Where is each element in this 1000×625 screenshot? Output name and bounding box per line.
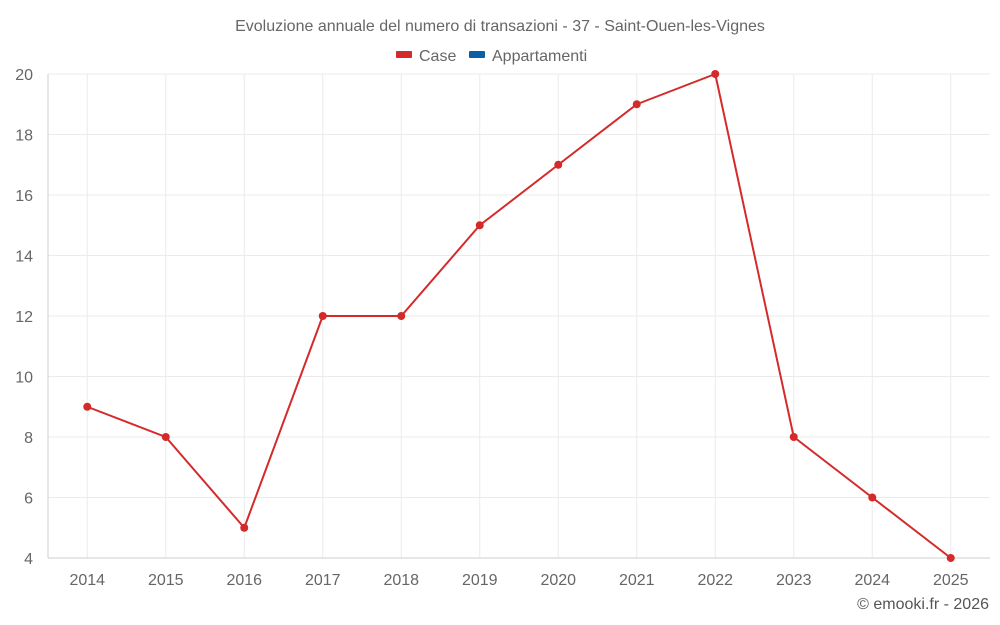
credit-text: © emooki.fr - 2026 bbox=[857, 596, 989, 613]
data-point-case-2019[interactable] bbox=[475, 221, 484, 230]
x-tick-label: 2021 bbox=[619, 572, 655, 589]
x-tick-label: 2018 bbox=[383, 572, 419, 589]
x-tick-label: 2025 bbox=[933, 572, 969, 589]
x-tick-label: 2019 bbox=[462, 572, 498, 589]
data-point-case-2015[interactable] bbox=[161, 433, 170, 441]
grid bbox=[48, 73, 990, 558]
y-tick-label: 4 bbox=[24, 551, 33, 568]
legend-item-case[interactable]: Case bbox=[396, 48, 456, 65]
legend-swatch-case bbox=[396, 51, 412, 58]
y-tick-label: 6 bbox=[24, 491, 33, 508]
data-point-case-2025[interactable] bbox=[946, 554, 955, 562]
data-point-case-2020[interactable] bbox=[554, 160, 563, 169]
data-point-case-2022[interactable] bbox=[711, 70, 720, 78]
x-tick-label: 2015 bbox=[148, 572, 184, 589]
legend-label-appartamenti: Appartamenti bbox=[492, 48, 587, 65]
x-tick-label: 2023 bbox=[776, 572, 812, 589]
y-tick-label: 18 bbox=[15, 128, 33, 145]
data-point-case-2017[interactable] bbox=[318, 312, 327, 320]
data-point-case-2014[interactable] bbox=[83, 402, 92, 411]
x-tick-label: 2020 bbox=[540, 572, 576, 589]
y-tick-label: 16 bbox=[15, 188, 33, 205]
x-tick-label: 2014 bbox=[69, 572, 105, 589]
data-point-case-2018[interactable] bbox=[397, 312, 406, 320]
series-case bbox=[83, 70, 955, 562]
legend-label-case: Case bbox=[419, 48, 456, 65]
x-tick-label: 2022 bbox=[697, 572, 733, 589]
y-tick-label: 10 bbox=[15, 370, 33, 387]
y-tick-label: 12 bbox=[15, 309, 33, 326]
series-line-case bbox=[86, 73, 952, 559]
data-point-case-2021[interactable] bbox=[632, 100, 641, 109]
x-tick-label: 2017 bbox=[305, 572, 341, 589]
legend-swatch-appartamenti bbox=[469, 51, 485, 58]
y-tick-label: 8 bbox=[24, 430, 33, 447]
x-tick-label: 2016 bbox=[226, 572, 262, 589]
data-point-case-2016[interactable] bbox=[240, 523, 249, 532]
y-tick-label: 14 bbox=[15, 249, 33, 266]
y-axis: 4 6 8 10 12 14 16 18 20 bbox=[15, 67, 49, 568]
y-tick-label: 20 bbox=[15, 67, 33, 84]
x-tick-label: 2024 bbox=[854, 572, 890, 589]
x-axis: 2014 2015 2016 2017 2018 2019 2020 2021 2022 2023… bbox=[48, 557, 990, 589]
chart-title: Evoluzione annuale del numero di transaz… bbox=[235, 18, 765, 35]
legend: Case Appartamenti bbox=[396, 48, 587, 65]
data-point-case-2024[interactable] bbox=[868, 493, 877, 502]
data-point-case-2023[interactable] bbox=[789, 433, 798, 441]
legend-item-appartamenti[interactable]: Appartamenti bbox=[469, 48, 587, 65]
